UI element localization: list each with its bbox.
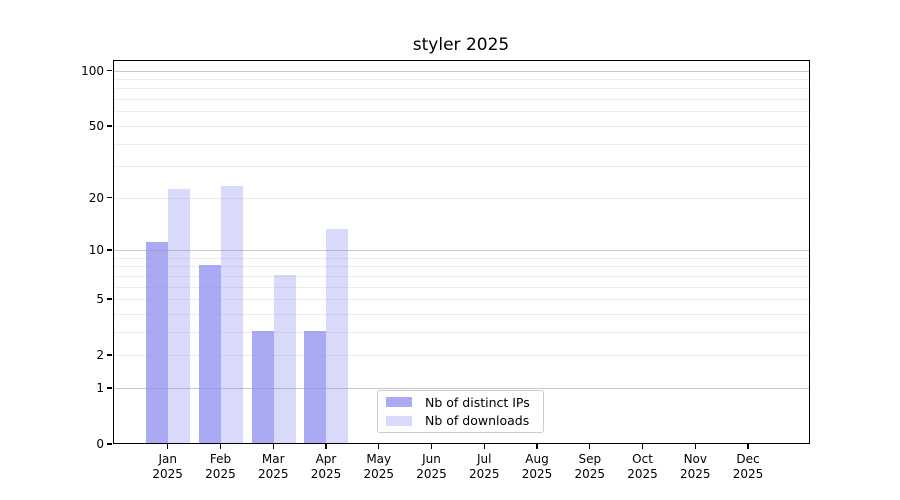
- y-tick-mark: [107, 125, 112, 127]
- gridline-1: [114, 387, 809, 389]
- y-tick-mark: [107, 249, 112, 251]
- y-tick-mark: [107, 197, 112, 199]
- x-tick-mark: [747, 444, 749, 449]
- bar-downloads-apr: [326, 229, 349, 443]
- x-tick-mark: [589, 444, 591, 449]
- gridline-10: [114, 249, 809, 251]
- x-tick-mark: [167, 444, 169, 449]
- x-tick-label-apr: Apr 2025: [310, 452, 342, 481]
- legend-swatch-1: [386, 415, 412, 426]
- x-tick-label-mar: Mar 2025: [257, 452, 289, 481]
- gridline-40: [114, 143, 809, 145]
- x-tick-mark: [430, 444, 433, 449]
- y-tick-label-5: 5: [96, 292, 104, 307]
- gridline-70: [114, 99, 809, 101]
- gridline-30: [114, 166, 809, 168]
- gridline-5: [114, 299, 809, 301]
- gridline-60: [114, 111, 809, 113]
- x-tick-mark: [219, 444, 222, 449]
- bar-ips-apr: [304, 330, 327, 443]
- bar-downloads-mar: [273, 274, 296, 443]
- x-tick-label-dec: Dec 2025: [732, 452, 764, 481]
- x-tick-label-sep: Sep 2025: [574, 452, 606, 481]
- x-tick-label-nov: Nov 2025: [680, 452, 711, 481]
- y-tick-label-0: 0: [96, 437, 104, 451]
- x-tick-mark: [272, 444, 274, 449]
- legend-item-downloads: Nb of downloads: [386, 413, 543, 428]
- y-tick-mark: [107, 298, 112, 300]
- bar-downloads-jan: [168, 189, 191, 443]
- gridline-2: [114, 355, 809, 357]
- bar-ips-feb: [198, 265, 221, 443]
- chart-title: styler 2025: [412, 35, 510, 55]
- gridline-20: [114, 197, 809, 199]
- x-tick-mark: [378, 444, 380, 449]
- x-tick-mark: [325, 444, 327, 449]
- y-tick-label-10: 10: [88, 242, 104, 257]
- y-tick-label-1: 1: [96, 380, 104, 395]
- legend: Nb of distinct IPs Nb of downloads: [377, 390, 544, 433]
- y-tick-label-2: 2: [96, 348, 104, 363]
- y-tick-mark: [107, 354, 112, 356]
- gridline-6: [114, 286, 809, 288]
- y-tick-label-100: 100: [81, 63, 104, 78]
- y-tick-mark: [107, 69, 112, 72]
- legend-swatch-0: [386, 397, 412, 408]
- y-tick-mark: [107, 387, 112, 389]
- x-tick-mark: [483, 444, 485, 449]
- x-tick-mark: [536, 444, 538, 449]
- y-tick-mark: [107, 443, 112, 445]
- x-tick-label-oct: Oct 2025: [627, 452, 658, 481]
- legend-label-downloads: Nb of downloads: [425, 413, 530, 429]
- x-tick-label-jun: Jun 2025: [416, 452, 447, 481]
- gridline-4: [114, 313, 809, 315]
- x-tick-label-feb: Feb 2025: [205, 452, 236, 481]
- bar-ips-mar: [251, 330, 274, 443]
- gridline-8: [114, 266, 809, 268]
- bar-ips-jan: [146, 241, 169, 443]
- gridline-9: [114, 257, 809, 259]
- x-tick-label-jan: Jan 2025: [152, 452, 183, 481]
- bar-downloads-feb: [220, 185, 243, 443]
- x-tick-mark: [694, 444, 696, 449]
- gridline-90: [114, 79, 809, 81]
- legend-item-distinct-ips: Nb of distinct IPs: [386, 395, 543, 410]
- x-tick-label-jul: Jul 2025: [468, 452, 500, 481]
- x-tick-mark: [641, 444, 644, 449]
- y-tick-label-20: 20: [88, 190, 104, 205]
- gridline-3: [114, 331, 809, 333]
- y-tick-label-50: 50: [88, 118, 104, 133]
- plot-area: [113, 60, 810, 444]
- gridline-100: [114, 70, 809, 72]
- legend-label-distinct-ips: Nb of distinct IPs: [425, 394, 530, 410]
- gridline-50: [114, 125, 809, 127]
- gridline-80: [114, 88, 809, 90]
- x-tick-label-may: May 2025: [363, 452, 394, 481]
- gridline-7: [114, 275, 809, 277]
- x-tick-label-aug: Aug 2025: [521, 452, 553, 481]
